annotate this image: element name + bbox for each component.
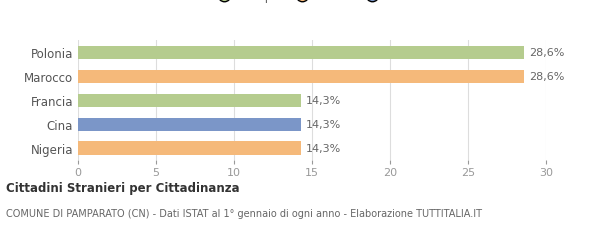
Text: 28,6%: 28,6% — [529, 48, 564, 58]
Text: COMUNE DI PAMPARATO (CN) - Dati ISTAT al 1° gennaio di ogni anno - Elaborazione : COMUNE DI PAMPARATO (CN) - Dati ISTAT al… — [6, 208, 482, 218]
Text: 14,3%: 14,3% — [306, 120, 341, 130]
Bar — [78, 71, 524, 84]
Text: Cittadini Stranieri per Cittadinanza: Cittadini Stranieri per Cittadinanza — [6, 181, 239, 194]
Bar — [78, 118, 301, 131]
Text: 28,6%: 28,6% — [529, 72, 564, 82]
Bar — [78, 47, 524, 60]
Legend: Europa, Africa, Asia: Europa, Africa, Asia — [207, 0, 417, 8]
Text: 14,3%: 14,3% — [306, 143, 341, 153]
Bar — [78, 142, 301, 155]
Bar — [78, 94, 301, 107]
Text: 14,3%: 14,3% — [306, 96, 341, 106]
